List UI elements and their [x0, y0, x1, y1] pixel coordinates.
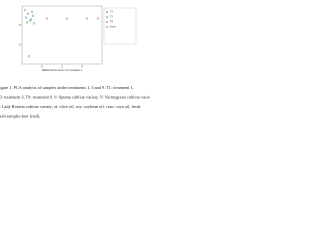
point — [32, 22, 36, 25]
caption-line: fresh samples (not fried). — [0, 114, 40, 119]
x-tick-label: 2 — [61, 65, 63, 69]
point — [23, 8, 27, 11]
page: REGR factor score 1 for analysis 1 0 2 4 -2… — [0, 5, 150, 119]
caption-line: Figure 1. PCA analysis of samples under … — [0, 85, 134, 91]
point — [25, 21, 29, 24]
legend-label: T9 — [110, 21, 113, 24]
caption-line: T3: treatment 3, T9: treatment 9. S: Spu… — [0, 95, 150, 101]
x-axis-label: REGR factor score 1 for analysis 1 — [42, 68, 82, 72]
legend-marker — [105, 20, 109, 24]
legend-marker — [105, 25, 109, 29]
legend-box — [103, 7, 137, 45]
legend-label: T1 — [110, 11, 113, 14]
legend-label: fresh — [110, 26, 116, 29]
x-tick-label: 4 — [81, 65, 83, 69]
point — [96, 17, 100, 20]
point — [31, 14, 35, 17]
plot-frame — [21, 5, 103, 65]
x-tick-label: 0 — [41, 65, 43, 69]
caption-line: L: Lady Rosetta cultivar variety, ol: ol… — [0, 104, 141, 110]
y-tick-label: 0 — [19, 23, 21, 27]
legend-marker — [105, 15, 109, 19]
legend-label: T3 — [110, 16, 113, 19]
point — [26, 12, 30, 15]
legend-marker — [105, 10, 109, 14]
point — [85, 17, 89, 20]
y-tick-label: -2 — [18, 43, 21, 47]
point — [45, 17, 49, 20]
point — [65, 17, 69, 20]
point — [24, 16, 28, 19]
point — [27, 55, 31, 58]
point — [28, 19, 32, 22]
point — [30, 10, 34, 13]
